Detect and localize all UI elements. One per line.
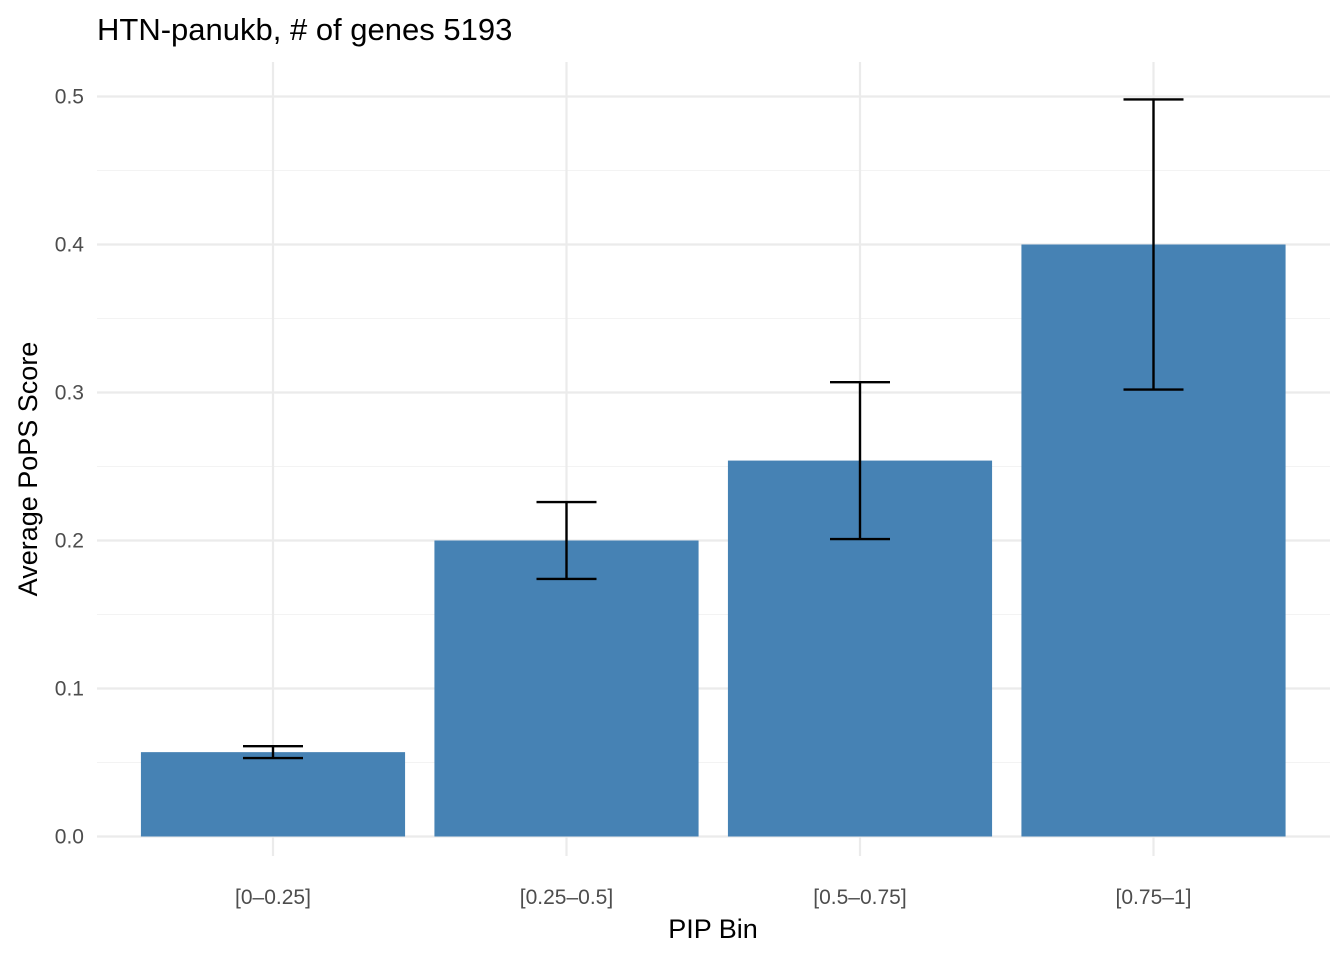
y-tick-label: 0.0: [55, 826, 84, 849]
error-bar: [1123, 98, 1184, 391]
y-tick-label: 0.2: [55, 530, 84, 553]
error-bar: [830, 380, 890, 541]
error-bar: [536, 500, 597, 581]
x-tick-labels: [0–0.25] [0.25–0.5] [0.5–0.75] [0.75–1]: [235, 886, 1191, 909]
errorbar-layer: [243, 98, 1184, 760]
y-tick-label: 0.4: [55, 234, 85, 257]
y-axis-title: Average PoPS Score: [13, 342, 43, 597]
x-tick-label: [0.25–0.5]: [520, 886, 613, 909]
bar: [140, 752, 406, 837]
y-tick-label: 0.3: [55, 382, 84, 405]
x-axis-title: PIP Bin: [668, 914, 758, 944]
x-tick-label: [0.75–1]: [1116, 886, 1192, 909]
y-tick-label: 0.1: [55, 678, 84, 701]
y-tick-labels: 0.0 0.1 0.2 0.3 0.4 0.5: [55, 86, 85, 849]
chart-title: HTN-panukb, # of genes 5193: [97, 12, 512, 47]
x-tick-label: [0.5–0.75]: [813, 886, 906, 909]
bar-layer: [140, 244, 1286, 837]
x-tick-label: [0–0.25]: [235, 886, 311, 909]
bar: [434, 540, 699, 837]
error-bar: [243, 745, 303, 760]
y-tick-label: 0.5: [55, 86, 84, 109]
